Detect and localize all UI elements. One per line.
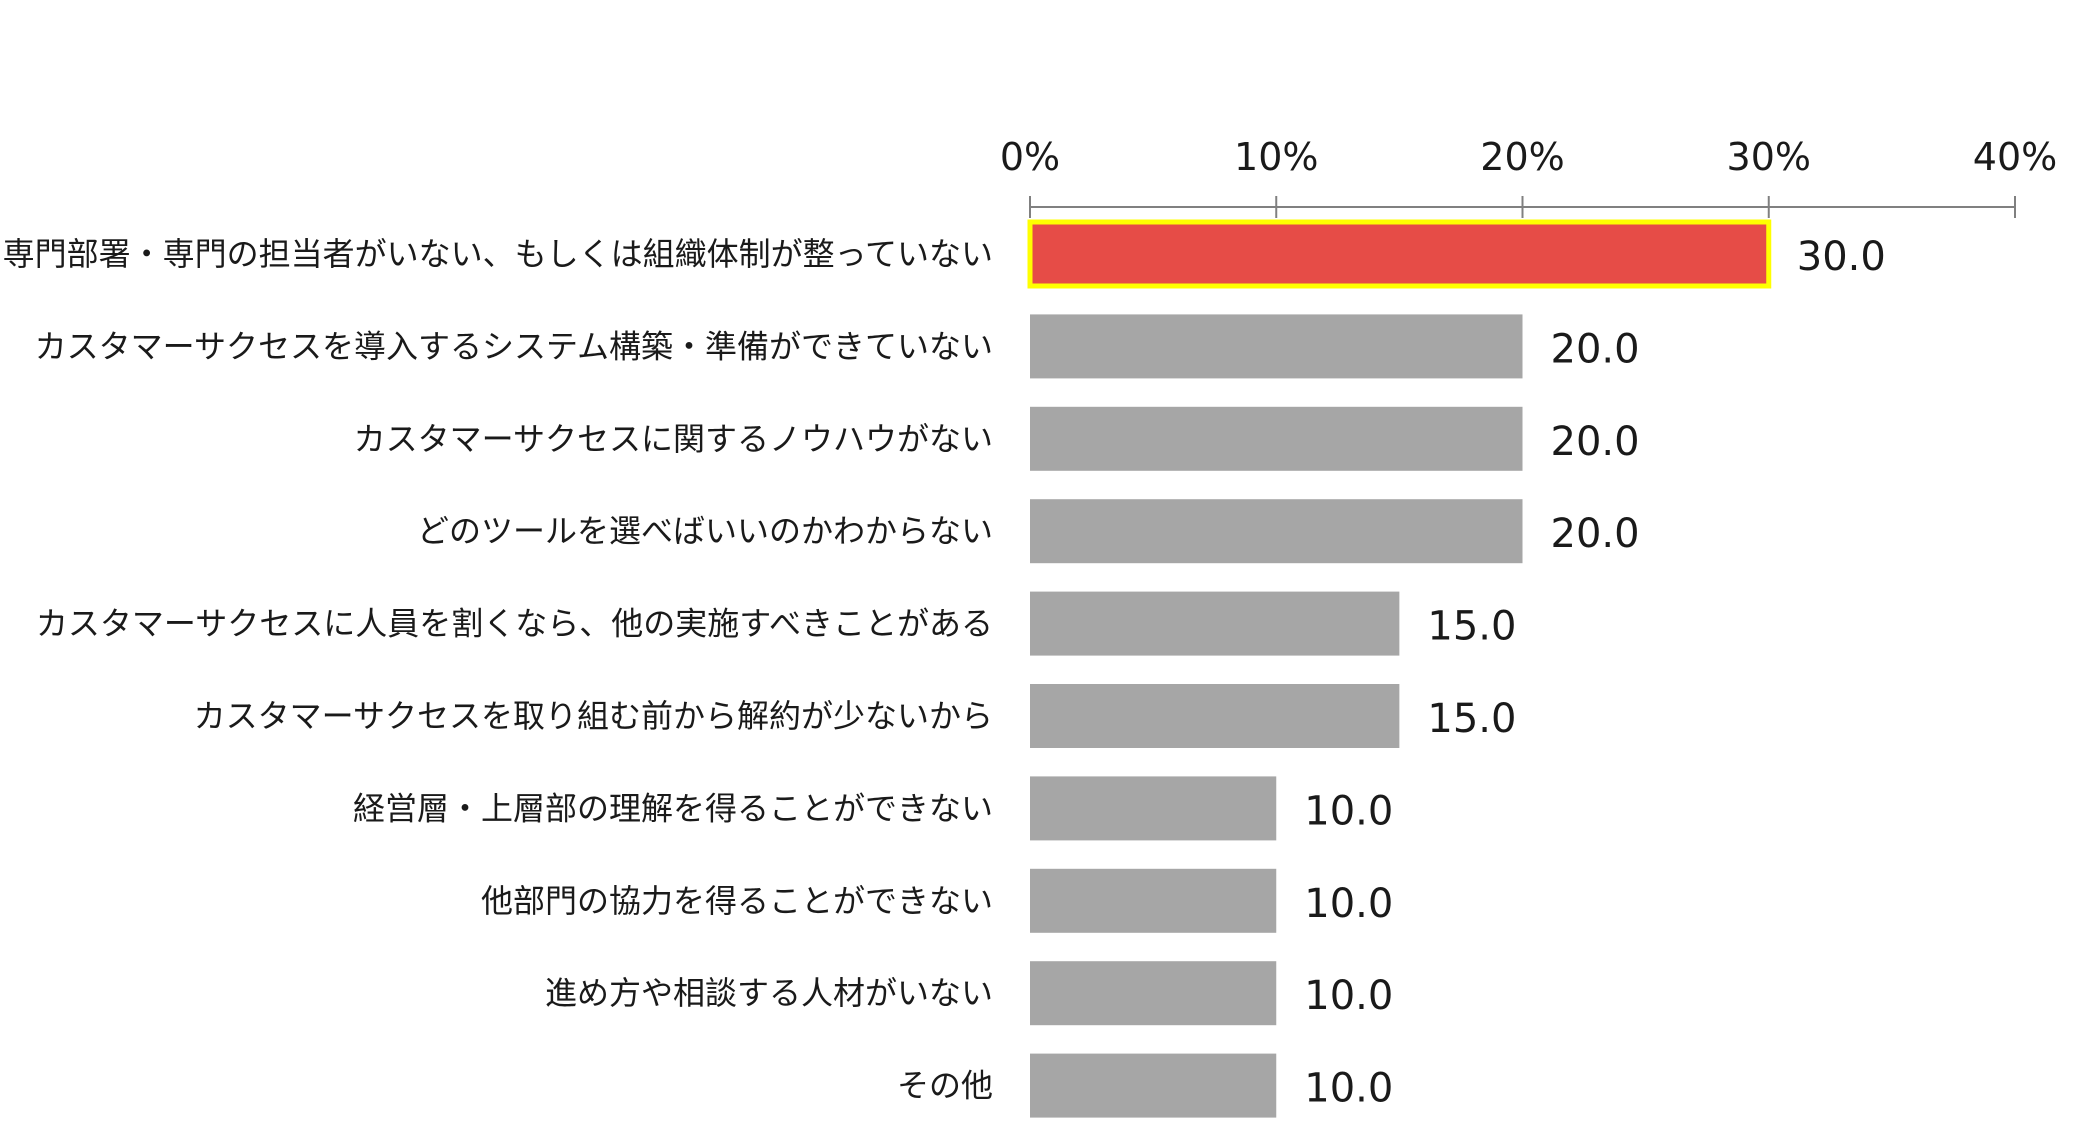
category-label: 進め方や相談する人材がいない: [545, 974, 993, 1012]
data-label: 20.0: [1551, 419, 1640, 465]
bar: [1030, 961, 1277, 1026]
category-label: 経営層・上層部の理解を得ることができない: [353, 789, 993, 827]
category-label: 他部門の協力を得ることができない: [481, 882, 993, 920]
tick-label: 30%: [1727, 135, 1811, 179]
data-label: 15.0: [1427, 604, 1516, 650]
data-label: 10.0: [1304, 1066, 1393, 1112]
data-label: 15.0: [1427, 696, 1516, 742]
bar: [1030, 406, 1523, 471]
data-label: 10.0: [1304, 881, 1393, 927]
data-label: 20.0: [1551, 511, 1640, 557]
bar: [1030, 684, 1400, 748]
category-label: 専門部署・専門の担当者がいない、もしくは組織体制が整っていない: [3, 235, 993, 273]
tick-label: 40%: [1973, 135, 2057, 179]
category-label: カスタマーサクセスに関するノウハウがない: [354, 420, 993, 458]
category-label: その他: [897, 1067, 993, 1105]
data-labels: 30.0 20.0 20.0 20.0 15.0 15.0 10.0 10.0 10.0 10.0: [1304, 234, 1886, 1112]
category-label: カスタマーサクセスに人員を割くなら、他の実施すべきことがある: [36, 605, 993, 643]
category-label: どのツールを選べばいいのかわからない: [417, 512, 993, 550]
tick-label: 10%: [1234, 135, 1318, 179]
category-label: カスタマーサクセスを導入するシステム構築・準備ができていない: [35, 327, 993, 365]
value-axis: 0% 10% 20% 30% 40%: [1000, 135, 2057, 218]
category-labels: 専門部署・専門の担当者がいない、もしくは組織体制が整っていないカスタマーサクセス…: [3, 235, 993, 1105]
bar: [1030, 776, 1277, 841]
tick-label: 0%: [1000, 135, 1060, 179]
bar: [1030, 1053, 1277, 1118]
bar: [1030, 868, 1277, 933]
bar: [1030, 314, 1523, 379]
data-label: 10.0: [1304, 788, 1393, 834]
data-label: 30.0: [1797, 234, 1886, 280]
category-label: カスタマーサクセスを取り組む前から解約が少ないから: [194, 697, 993, 735]
bar: [1030, 591, 1400, 656]
data-label: 10.0: [1304, 973, 1393, 1019]
bar: [1030, 499, 1523, 564]
tick-label: 20%: [1480, 135, 1564, 179]
bar-highlighted: [1027, 219, 1772, 289]
data-label: 20.0: [1551, 326, 1640, 372]
bars: [1027, 219, 1772, 1118]
